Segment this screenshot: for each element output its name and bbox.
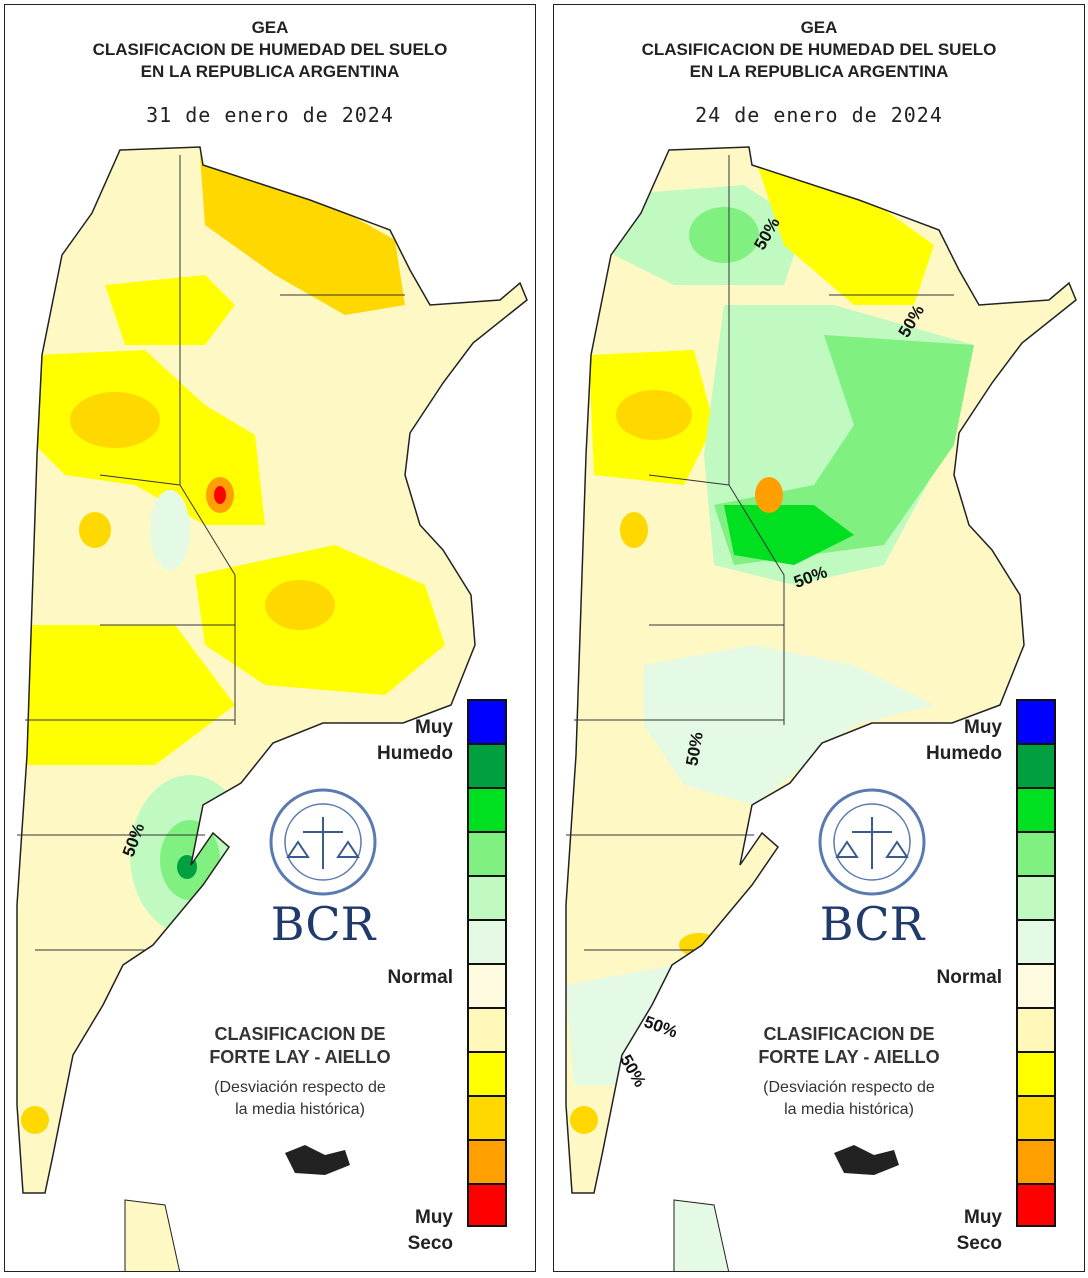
deviation-note: (Desviación respecto de la media históric… bbox=[763, 1079, 935, 1118]
title-country: EN LA REPUBLICA ARGENTINA bbox=[689, 62, 949, 81]
map-date: 24 de enero de 2024 bbox=[695, 103, 943, 127]
title-gea: GEA bbox=[800, 18, 838, 37]
legend-label-very-wet: Muy Humedo bbox=[377, 717, 453, 764]
drier-pampas-core bbox=[265, 580, 335, 630]
legend-swatch-3 bbox=[467, 831, 507, 875]
extreme-dry-core bbox=[214, 486, 226, 504]
legend-label-normal: Normal bbox=[387, 967, 453, 988]
classification-title: CLASIFICACION DE FORTE LAY - AIELLO bbox=[758, 1024, 940, 1067]
title-main: CLASIFICACION DE HUMEDAD DEL SUELO bbox=[641, 40, 997, 59]
argentina-moisture-map: 50% 50% 50% 50% 50% 50% bbox=[565, 146, 1077, 1271]
legend-swatch-7 bbox=[1016, 1007, 1056, 1051]
legend-swatch-8 bbox=[467, 1051, 507, 1095]
contour-label: 50% bbox=[642, 1012, 680, 1041]
bcr-logo-text: BCR bbox=[819, 897, 925, 951]
legend-label-very-wet: Muy Humedo bbox=[926, 717, 1002, 764]
bcr-seal-logo bbox=[818, 788, 926, 896]
legend-swatch-7 bbox=[467, 1007, 507, 1051]
dry-spot bbox=[79, 512, 111, 548]
legend-swatch-2 bbox=[467, 787, 507, 831]
wet-spot bbox=[150, 490, 190, 570]
dry-region-north bbox=[200, 155, 405, 315]
deviation-note: (Desviación respecto de la media históric… bbox=[214, 1079, 386, 1118]
legend-swatch-5 bbox=[1016, 919, 1056, 963]
dry-region-west bbox=[20, 625, 235, 765]
color-scale-legend bbox=[467, 699, 507, 1227]
wet-region-south bbox=[644, 645, 934, 805]
drier-core bbox=[616, 390, 692, 440]
legend-swatch-1 bbox=[1016, 743, 1056, 787]
argentina-moisture-map: 50% bbox=[16, 146, 528, 1271]
legend-swatch-8 bbox=[1016, 1051, 1056, 1095]
legend-swatch-3 bbox=[1016, 831, 1056, 875]
soil-moisture-map-panel-jan24: GEA CLASIFICACION DE HUMEDAD DEL SUELO E… bbox=[553, 4, 1085, 1272]
wettest-region-central bbox=[724, 505, 854, 565]
country-outline bbox=[16, 146, 528, 1194]
legend-swatch-0 bbox=[1016, 699, 1056, 743]
legend-swatch-0 bbox=[467, 699, 507, 743]
map-date: 31 de enero de 2024 bbox=[146, 103, 394, 127]
dry-spot-coast bbox=[679, 933, 719, 957]
legend-swatch-4 bbox=[467, 875, 507, 919]
legend-swatch-6 bbox=[467, 963, 507, 1007]
tierra-del-fuego bbox=[124, 1199, 181, 1271]
wetter-core-north bbox=[689, 207, 759, 263]
dry-spot-south bbox=[21, 1106, 49, 1134]
province-borders bbox=[566, 155, 954, 951]
title-country: EN LA REPUBLICA ARGENTINA bbox=[140, 62, 400, 81]
legend-swatch-9 bbox=[467, 1095, 507, 1139]
malvinas-islands bbox=[285, 1145, 350, 1175]
malvinas-islands bbox=[834, 1145, 899, 1175]
dry-spot-south bbox=[570, 1106, 598, 1134]
bcr-seal-logo bbox=[269, 788, 377, 896]
legend-swatch-11 bbox=[467, 1183, 507, 1227]
drier-core bbox=[70, 392, 160, 448]
legend-swatch-6 bbox=[1016, 963, 1056, 1007]
tierra-del-fuego bbox=[673, 1199, 730, 1271]
legend-swatch-11 bbox=[1016, 1183, 1056, 1227]
soil-moisture-map-panel-jan31: GEA CLASIFICACION DE HUMEDAD DEL SUELO E… bbox=[4, 4, 536, 1272]
legend-swatch-2 bbox=[1016, 787, 1056, 831]
legend-label-very-dry: Muy Seco bbox=[956, 1207, 1002, 1254]
legend-swatch-5 bbox=[467, 919, 507, 963]
title-main: CLASIFICACION DE HUMEDAD DEL SUELO bbox=[92, 40, 448, 59]
legend-label-very-dry: Muy Seco bbox=[407, 1207, 453, 1254]
dry-region-north-west bbox=[105, 275, 235, 345]
dry-core-central bbox=[755, 477, 783, 513]
legend-swatch-10 bbox=[467, 1139, 507, 1183]
legend-swatch-1 bbox=[467, 743, 507, 787]
dry-region-north bbox=[754, 155, 934, 305]
classification-title: CLASIFICACION DE FORTE LAY - AIELLO bbox=[209, 1024, 391, 1067]
legend-swatch-9 bbox=[1016, 1095, 1056, 1139]
wettest-core bbox=[177, 855, 197, 879]
legend-swatch-4 bbox=[1016, 875, 1056, 919]
bcr-logo-text: BCR bbox=[270, 897, 376, 951]
country-outline bbox=[565, 146, 1077, 1194]
legend-label-normal: Normal bbox=[936, 967, 1002, 988]
color-scale-legend bbox=[1016, 699, 1056, 1227]
province-borders bbox=[17, 155, 405, 951]
contour-label: 50% bbox=[616, 1051, 649, 1090]
title-gea: GEA bbox=[251, 18, 289, 37]
legend-swatch-10 bbox=[1016, 1139, 1056, 1183]
dry-spot bbox=[620, 512, 648, 548]
